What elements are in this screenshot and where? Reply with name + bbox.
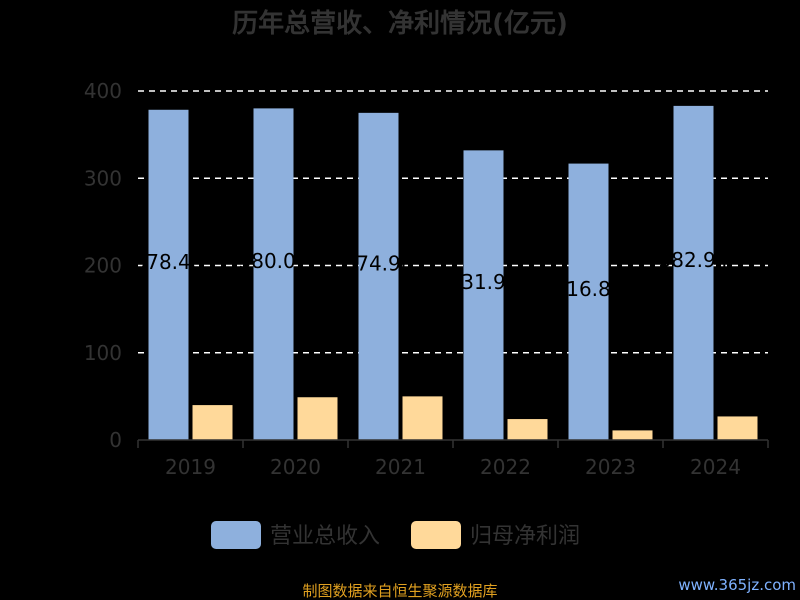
watermark: www.365jz.com xyxy=(678,576,796,594)
y-tick-label: 100 xyxy=(84,341,122,365)
bar-value-label: 378.48 xyxy=(134,250,204,274)
bar-revenue xyxy=(673,105,714,440)
x-tick-label: 2021 xyxy=(375,455,426,479)
bar-value-label: 374.96 xyxy=(344,251,414,275)
bar-revenue xyxy=(568,163,609,440)
y-tick-label: 0 xyxy=(109,428,122,452)
bar-value-label: 382.94 xyxy=(659,248,729,272)
chart-title: 历年总营收、净利情况(亿元) xyxy=(232,8,568,39)
bar-value-label: 380.07 xyxy=(239,249,309,273)
y-tick-label: 400 xyxy=(84,79,122,103)
bar-revenue xyxy=(148,109,189,441)
bar-revenue xyxy=(358,112,399,440)
x-tick-label: 2019 xyxy=(165,455,216,479)
grid-lines xyxy=(138,90,768,354)
bar-revenue xyxy=(463,150,504,440)
bar-revenue xyxy=(253,108,294,441)
legend: 营业总收入 归母净利润 xyxy=(211,521,580,549)
bar-net-profit xyxy=(507,419,548,440)
bars xyxy=(148,105,758,441)
data-labels: 378.48 380.07 374.96 331.96 316.81 382.94 xyxy=(134,248,729,301)
bar-net-profit xyxy=(612,430,653,440)
axes: 0 100 200 300 400 2019 2020 2021 2022 2023 2024 xyxy=(84,79,769,479)
bar-net-profit xyxy=(192,405,233,440)
legend-swatch xyxy=(211,521,261,549)
legend-swatch xyxy=(411,521,461,549)
bar-net-profit xyxy=(402,396,443,440)
bar-value-label: 316.81 xyxy=(554,277,624,301)
x-tick-label: 2023 xyxy=(585,455,636,479)
x-tick-label: 2020 xyxy=(270,455,321,479)
bar-net-profit xyxy=(717,416,758,440)
bar-net-profit xyxy=(297,397,338,440)
legend-label: 归母净利润 xyxy=(470,524,580,549)
source-caption: 制图数据来自恒生聚源数据库 xyxy=(302,582,497,600)
x-tick-label: 2022 xyxy=(480,455,531,479)
x-tick-label: 2024 xyxy=(690,455,741,479)
bar-value-label: 331.96 xyxy=(449,270,519,294)
y-tick-label: 300 xyxy=(84,166,122,190)
y-tick-label: 200 xyxy=(84,254,122,278)
legend-label: 营业总收入 xyxy=(270,524,380,549)
